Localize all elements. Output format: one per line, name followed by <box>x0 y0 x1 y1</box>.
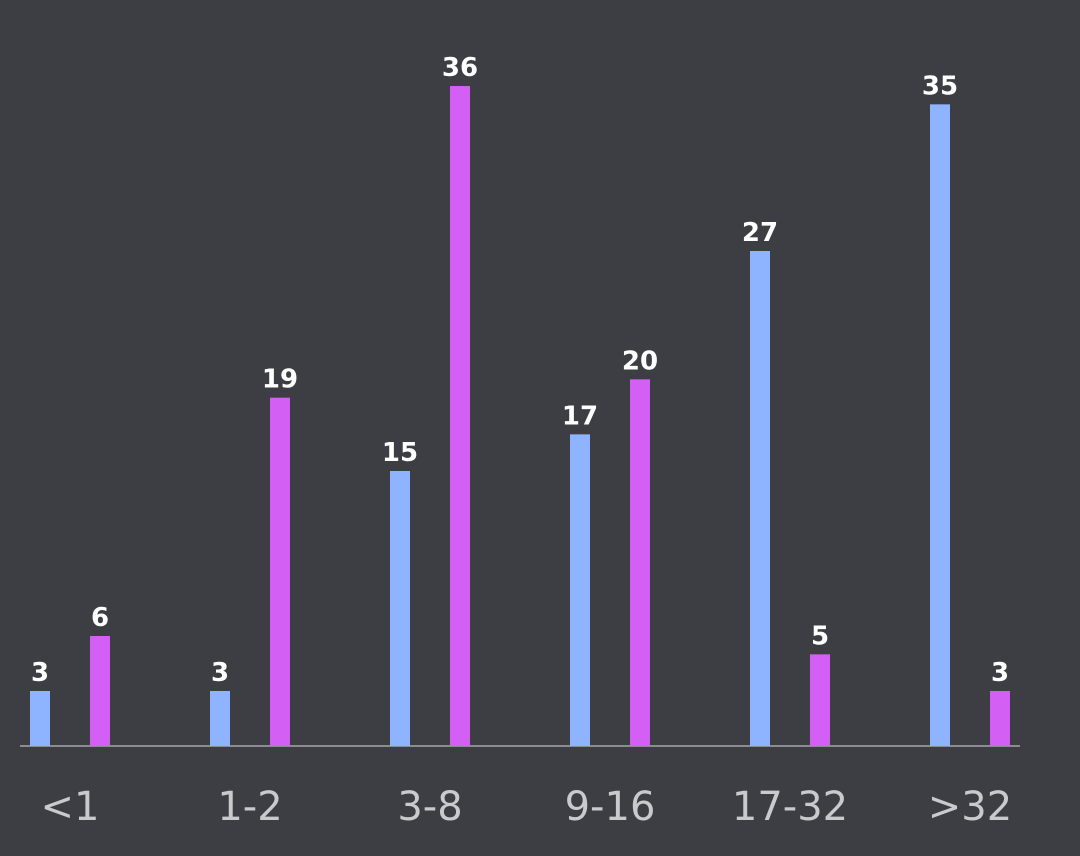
value-label-series2-1: 19 <box>262 365 298 395</box>
category-label-1: 1-2 <box>217 784 282 830</box>
bar-series1-5 <box>930 104 950 747</box>
bar-series1-1 <box>210 691 230 746</box>
value-label-series1-5: 35 <box>922 71 958 101</box>
category-label-4: 17-32 <box>732 784 848 830</box>
category-label-3: 9-16 <box>565 784 656 830</box>
bar-series2-2 <box>450 86 470 746</box>
bar-series2-5 <box>990 691 1010 746</box>
value-label-series2-4: 5 <box>811 621 829 651</box>
bar-series2-1 <box>270 397 290 746</box>
bar-series1-3 <box>570 434 590 746</box>
bar-series2-3 <box>630 379 650 746</box>
value-label-series2-5: 3 <box>991 658 1009 688</box>
value-label-series1-3: 17 <box>562 401 598 431</box>
value-label-series1-1: 3 <box>211 658 229 688</box>
value-label-series1-0: 3 <box>31 658 49 688</box>
value-label-series1-4: 27 <box>742 218 778 248</box>
value-label-series2-3: 20 <box>622 346 658 376</box>
category-label-5: >32 <box>928 784 1012 830</box>
bar-series1-4 <box>750 251 770 746</box>
category-label-2: 3-8 <box>397 784 462 830</box>
value-label-series1-2: 15 <box>382 438 418 468</box>
value-label-series2-0: 6 <box>91 603 109 633</box>
bar-series2-0 <box>90 636 110 746</box>
bar-series1-0 <box>30 691 50 746</box>
bar-series1-2 <box>390 471 410 746</box>
category-label-0: <1 <box>41 784 100 830</box>
value-label-series2-2: 36 <box>442 53 478 83</box>
bar-series2-4 <box>810 654 830 746</box>
